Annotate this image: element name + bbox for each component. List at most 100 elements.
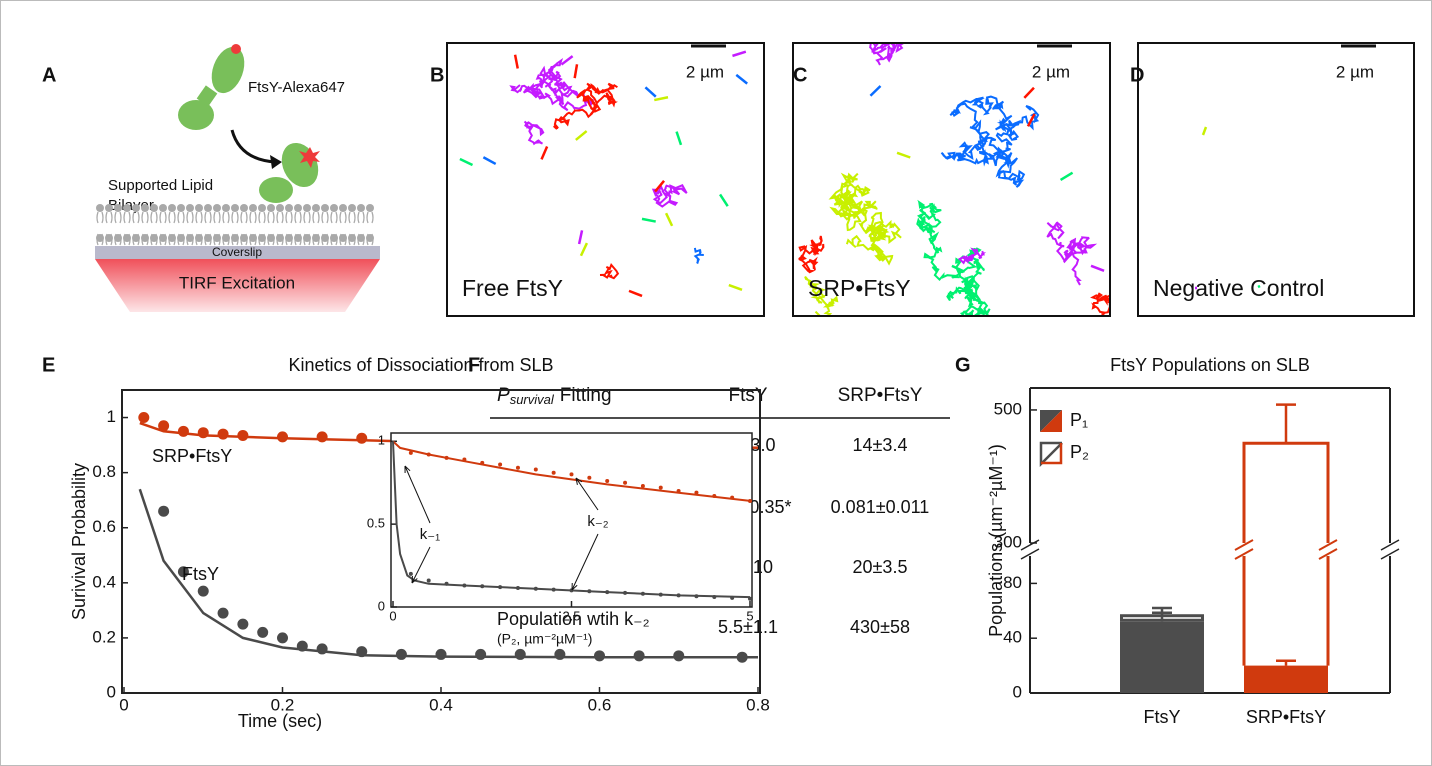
lipid-head bbox=[321, 204, 329, 212]
lipid-tail bbox=[366, 211, 374, 224]
data-point bbox=[217, 428, 229, 440]
lipid-head bbox=[204, 204, 212, 212]
trajectory bbox=[654, 96, 669, 102]
trajectory bbox=[957, 247, 987, 265]
legend-swatch bbox=[1040, 410, 1062, 432]
lipid-tail bbox=[105, 211, 113, 224]
lipid-head bbox=[96, 204, 104, 212]
trajectory bbox=[951, 264, 966, 273]
lipid-head bbox=[168, 234, 176, 242]
annotation-arrow-head bbox=[411, 575, 418, 584]
data-point bbox=[640, 591, 645, 596]
lipid-tail bbox=[96, 211, 104, 224]
data-point bbox=[676, 489, 681, 493]
data-point bbox=[395, 648, 407, 660]
y-tick-label: 1 bbox=[378, 433, 385, 448]
x-tick-label: 0 bbox=[119, 695, 128, 714]
data-point bbox=[514, 648, 526, 660]
lipid-head bbox=[285, 204, 293, 212]
lipid-head bbox=[105, 234, 113, 242]
bar-break bbox=[1318, 539, 1338, 560]
lipid-tail bbox=[150, 211, 158, 224]
trajectory bbox=[513, 54, 519, 69]
data-point bbox=[316, 431, 328, 443]
axis-break bbox=[1380, 539, 1400, 560]
trajectory bbox=[540, 146, 549, 160]
table-cell: 20±3.5 bbox=[853, 557, 908, 577]
lipid-tail bbox=[159, 211, 167, 224]
lipid-head bbox=[267, 204, 275, 212]
bilayer-label: Supported Lipid bbox=[108, 177, 213, 194]
lipid-tail bbox=[186, 211, 194, 224]
trajectory bbox=[664, 212, 674, 227]
lipid-head bbox=[132, 234, 140, 242]
lipid-tail bbox=[258, 211, 266, 224]
error-bar bbox=[1276, 659, 1296, 666]
trajectory bbox=[896, 151, 911, 159]
data-point bbox=[640, 484, 645, 489]
trajectory bbox=[1046, 221, 1098, 286]
lipid-tail bbox=[132, 211, 140, 224]
lipid-head bbox=[150, 204, 158, 212]
trajectory bbox=[940, 95, 1040, 188]
data-point bbox=[730, 595, 735, 600]
y-tick-label: 0.5 bbox=[367, 516, 385, 531]
data-point bbox=[197, 427, 209, 439]
lipid-head bbox=[285, 234, 293, 242]
x-tick-label: 0.8 bbox=[746, 695, 770, 714]
x-tick-label: 2.5 bbox=[562, 608, 580, 623]
error-bar bbox=[1152, 611, 1172, 615]
data-point bbox=[605, 590, 610, 595]
x-tick-label: SRP•FtsY bbox=[1246, 707, 1326, 727]
fit-line bbox=[392, 441, 751, 599]
lipid-head bbox=[123, 234, 131, 242]
x-tick-label: 0.2 bbox=[271, 695, 295, 714]
lipid-head bbox=[267, 234, 275, 242]
lipid-tail bbox=[240, 211, 248, 224]
lipid-head bbox=[357, 204, 365, 212]
data-point bbox=[694, 490, 699, 495]
table-header: FtsY bbox=[728, 385, 767, 406]
data-point bbox=[587, 475, 592, 480]
coverslip bbox=[95, 246, 380, 259]
lipid-head bbox=[240, 204, 248, 212]
chart-title: FtsY Populations on SLB bbox=[1110, 355, 1310, 375]
lipid-head bbox=[294, 234, 302, 242]
legend-swatch bbox=[1039, 441, 1063, 468]
lipid-head bbox=[186, 204, 194, 212]
lipid-head bbox=[186, 234, 194, 242]
lipid-tail bbox=[321, 211, 329, 224]
table-header: SRP•FtsY bbox=[838, 385, 923, 406]
data-point bbox=[515, 585, 520, 590]
data-point bbox=[426, 452, 431, 457]
data-point bbox=[730, 495, 735, 500]
data-point bbox=[277, 431, 288, 443]
lipid-head bbox=[213, 234, 221, 242]
trajectory bbox=[728, 283, 743, 292]
trajectory bbox=[869, 44, 904, 66]
trajectory bbox=[798, 235, 825, 274]
arrow-head bbox=[270, 155, 282, 169]
data-point bbox=[736, 651, 748, 663]
trajectory bbox=[828, 172, 902, 266]
error-bar bbox=[1276, 403, 1296, 444]
lipid-head bbox=[339, 234, 347, 242]
trajectory bbox=[916, 199, 991, 315]
data-point bbox=[676, 593, 681, 598]
data-point bbox=[694, 594, 699, 599]
lipid-tail bbox=[267, 211, 275, 224]
data-point bbox=[712, 493, 717, 498]
data-point bbox=[444, 581, 449, 586]
y-tick-label: 0 bbox=[378, 598, 385, 613]
scale-label: 2 µm bbox=[1032, 62, 1070, 81]
lipid-tail bbox=[213, 211, 221, 224]
data-point bbox=[316, 643, 328, 655]
table-cell: 0.081±0.011 bbox=[831, 497, 930, 517]
lipid-tail bbox=[222, 211, 230, 224]
trajectory bbox=[719, 193, 729, 207]
table-cell: 430±58 bbox=[850, 617, 910, 637]
y-axis-label: Surivival Probability bbox=[69, 463, 89, 620]
y-tick-label: 80 bbox=[1003, 573, 1022, 592]
trajectories bbox=[798, 44, 1109, 315]
header-subscript: survival bbox=[510, 392, 555, 407]
